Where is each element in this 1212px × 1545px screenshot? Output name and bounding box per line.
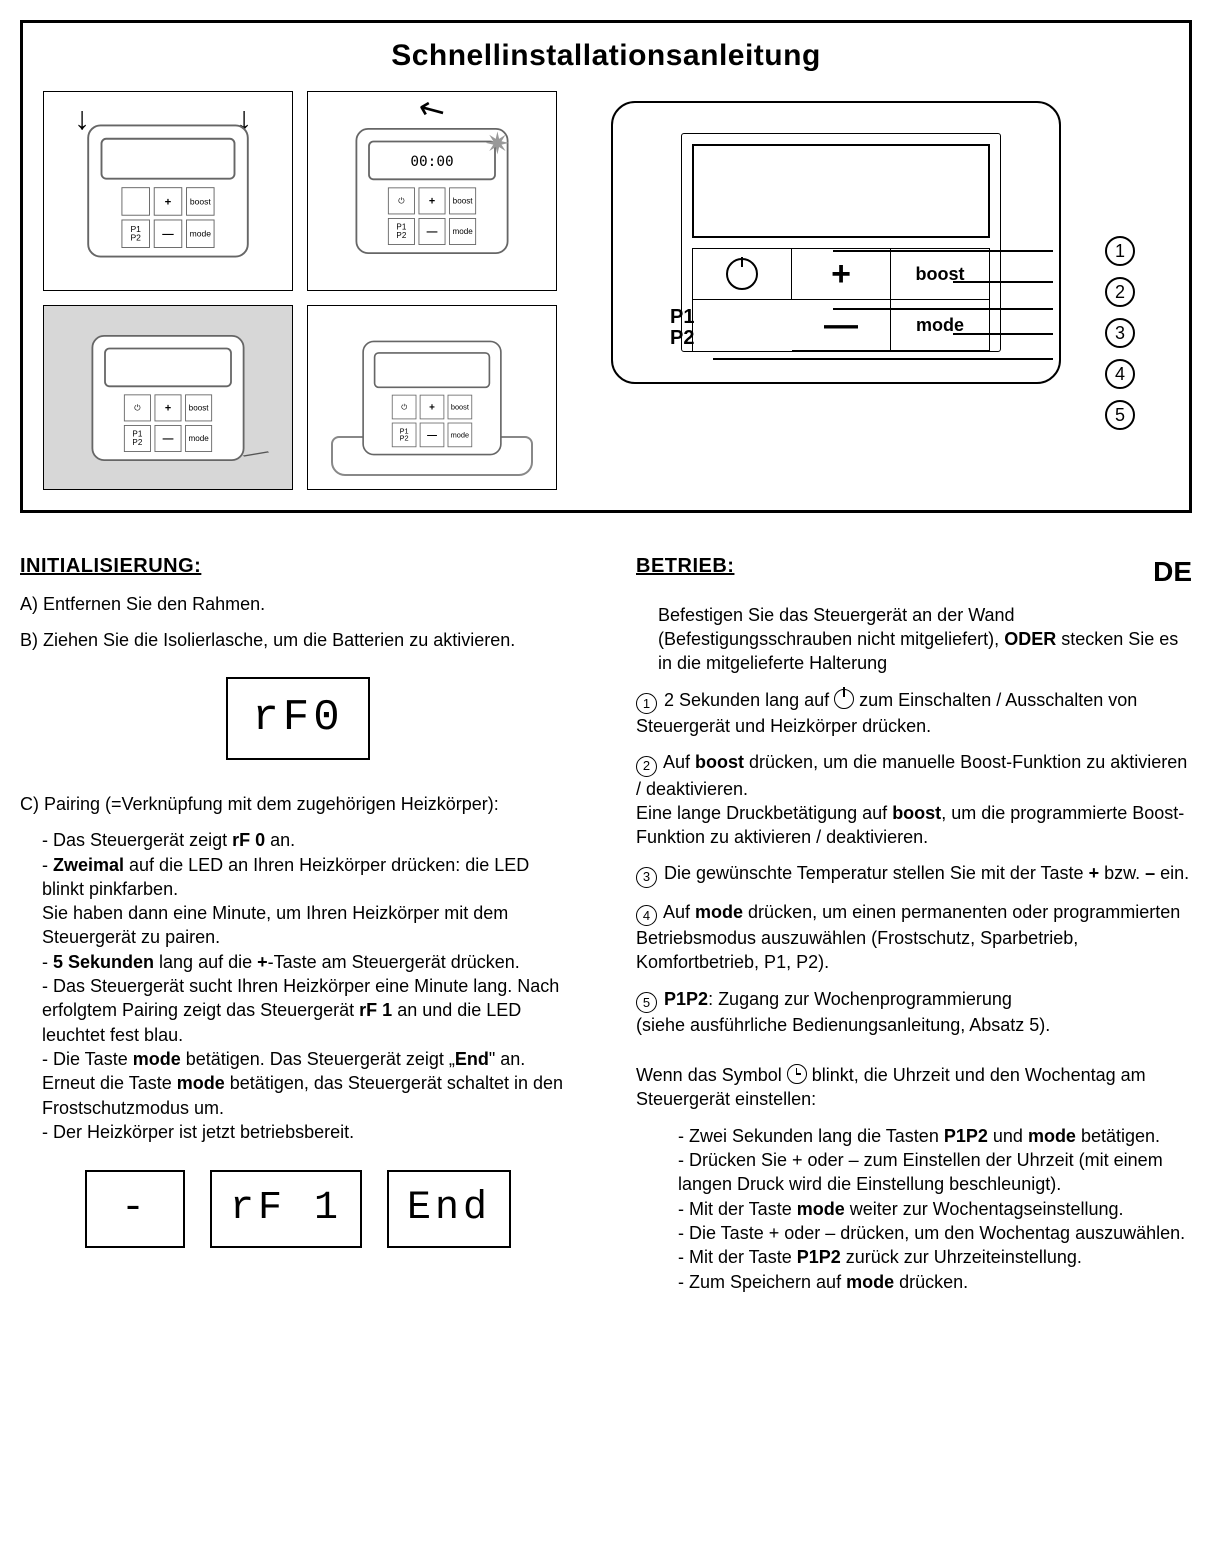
- init-heading: INITIALISIERUNG:: [20, 553, 576, 580]
- op-heading: BETRIEB:: [636, 553, 734, 580]
- boost-button: boost: [891, 249, 990, 300]
- button-diagram: + boost — mode: [571, 91, 1169, 384]
- step-c-head: C) Pairing (=Verknüpfung mit dem zugehör…: [20, 792, 576, 816]
- illustration-mount-wall: ⏻ + boost P1 P2 — mode ⟋: [43, 305, 293, 490]
- figure-frame: Schnellinstallationsanleitung ↓ ↓: [20, 20, 1192, 513]
- step-a: A) Entfernen Sie den Rahmen.: [20, 592, 576, 616]
- plus-button: +: [792, 249, 891, 300]
- operation-column: BETRIEB: DE Befestigen Sie das Steuerger…: [636, 553, 1192, 1294]
- diagram-screen: [692, 144, 990, 238]
- display-row: - rF 1 End: [20, 1162, 576, 1256]
- display-time: 00:00: [410, 152, 453, 169]
- op-step-4: 4 Auf mode drücken, um einen permanenten…: [636, 900, 1192, 975]
- illustration-dock: ⏻ + boost P1 P2 — mode: [307, 305, 557, 490]
- display-rf0: rF0: [226, 677, 369, 760]
- illustration-remove-frame: ↓ ↓ + boost P1 P2: [43, 91, 293, 291]
- callout-1: 1: [1099, 236, 1135, 266]
- p1p2-label-overlay: P1P2: [670, 307, 694, 349]
- op-step-3: 3 Die gewünschte Temperatur stellen Sie …: [636, 861, 1192, 887]
- figure-row: ↓ ↓ + boost P1 P2: [43, 91, 1169, 490]
- step-c-body: - Das Steuergerät zeigt rF 0 an. - Zweim…: [20, 828, 576, 1144]
- callout-4: 4: [1099, 359, 1135, 389]
- clock-intro: Wenn das Symbol blinkt, die Uhrzeit und …: [636, 1063, 1192, 1112]
- display-dash: -: [85, 1170, 185, 1248]
- boost-label: boost: [190, 197, 211, 207]
- p1p2-label: P1 P2: [130, 225, 140, 242]
- callout-3: 3: [1099, 318, 1135, 348]
- display-end: End: [387, 1170, 511, 1248]
- init-column: INITIALISIERUNG: A) Entfernen Sie den Ra…: [20, 553, 576, 1294]
- clock-steps: - Zwei Sekunden lang die Tasten P1P2 und…: [636, 1124, 1192, 1294]
- op-step-1: 1 2 Sekunden lang auf zum Einschalten / …: [636, 688, 1192, 739]
- language-tag: DE: [1153, 553, 1192, 591]
- page-title: Schnellinstallationsanleitung: [43, 39, 1169, 73]
- callout-5: 5: [1099, 400, 1135, 430]
- mode-label: mode: [190, 229, 211, 239]
- illustration-pull-tab: ↖ ✷ 00:00 ⏻ + boost P1 P2: [307, 91, 557, 291]
- plus-icon: +: [165, 195, 172, 208]
- op-intro: Befestigen Sie das Steuergerät an der Wa…: [636, 603, 1192, 676]
- display-rf1: rF 1: [210, 1170, 362, 1248]
- callout-2: 2: [1099, 277, 1135, 307]
- step-b: B) Ziehen Sie die Isolierlasche, um die …: [20, 628, 576, 652]
- clock-icon: [787, 1064, 807, 1084]
- power-icon: [834, 689, 854, 709]
- power-button: [693, 249, 792, 300]
- op-step-5: 5 P1P2: Zugang zur Wochenprogrammierung …: [636, 987, 1192, 1038]
- op-step-2: 2 Auf boost drücken, um die manuelle Boo…: [636, 750, 1192, 849]
- minus-icon: —: [162, 227, 173, 240]
